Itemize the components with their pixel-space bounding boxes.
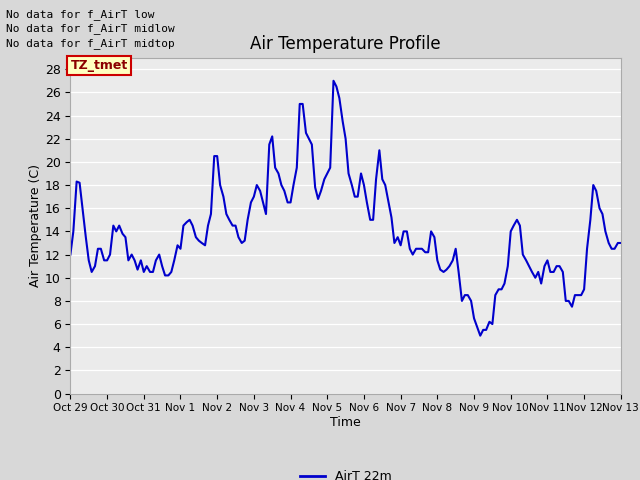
Text: No data for f_AirT midtop: No data for f_AirT midtop — [6, 37, 175, 48]
Legend: AirT 22m: AirT 22m — [295, 465, 396, 480]
Text: TZ_tmet: TZ_tmet — [70, 59, 127, 72]
Text: No data for f_AirT low: No data for f_AirT low — [6, 9, 155, 20]
Text: No data for f_AirT midlow: No data for f_AirT midlow — [6, 23, 175, 34]
X-axis label: Time: Time — [330, 416, 361, 429]
Title: Air Temperature Profile: Air Temperature Profile — [250, 35, 441, 53]
Y-axis label: Air Temperature (C): Air Temperature (C) — [29, 164, 42, 287]
